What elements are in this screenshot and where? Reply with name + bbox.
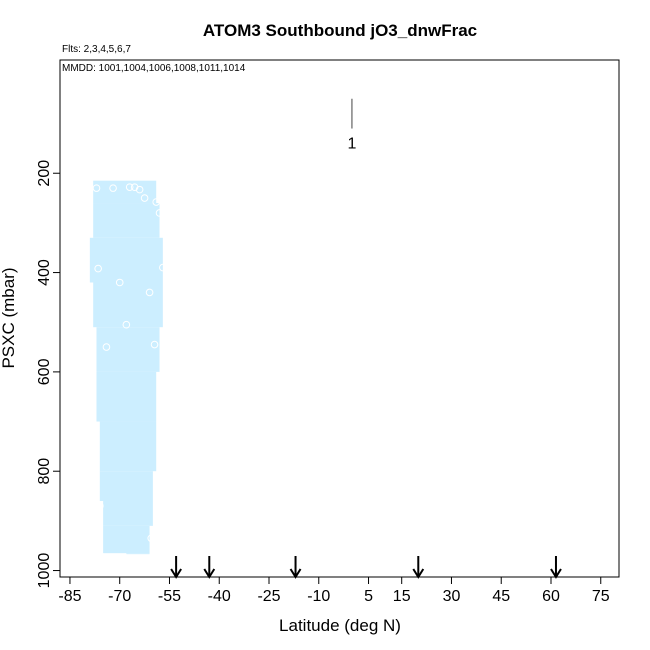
chart-title: ATOM3 Southbound jO3_dnwFrac xyxy=(203,21,477,40)
data-point xyxy=(150,340,159,349)
shaded-band xyxy=(103,525,150,554)
x-tick-label: 15 xyxy=(393,588,411,605)
x-axis-label: Latitude (deg N) xyxy=(279,616,401,635)
x-tick-label: 60 xyxy=(542,588,560,605)
arrow-head xyxy=(203,568,216,579)
arrow-head xyxy=(289,568,302,579)
y-tick-label: 800 xyxy=(36,458,53,485)
data-point xyxy=(122,320,131,329)
shaded-band xyxy=(96,327,160,372)
flight-marker-label: 1 xyxy=(347,136,356,153)
shaded-band xyxy=(89,237,163,283)
x-tick-label: 5 xyxy=(364,588,373,605)
shaded-band xyxy=(103,501,153,526)
y-tick-label: 200 xyxy=(36,160,53,187)
data-point xyxy=(155,209,164,217)
y-tick-label: 1000 xyxy=(36,553,53,589)
y-tick-label: 400 xyxy=(36,259,53,286)
dates-subtitle: MMDD: 1001,1004,1006,1008,1011,1014 xyxy=(62,63,246,74)
data-point xyxy=(102,343,111,351)
y-tick-label: 600 xyxy=(36,358,53,385)
x-tick-label: 45 xyxy=(492,588,510,605)
x-axis: -85 -70 -55 -40 -25 -10 5 15 30 45 60 75 xyxy=(58,577,610,605)
shaded-band xyxy=(126,553,150,555)
data-point xyxy=(94,264,102,273)
x-tick-label: -10 xyxy=(307,588,330,605)
x-tick-label: 75 xyxy=(592,588,610,605)
x-tick-label: 30 xyxy=(443,588,461,605)
data-point xyxy=(147,534,156,543)
x-tick-label: -25 xyxy=(257,588,280,605)
arrow-head xyxy=(550,568,562,579)
data-point xyxy=(140,194,149,202)
data-point xyxy=(109,184,117,192)
data-points xyxy=(92,183,167,543)
x-tick-label: -55 xyxy=(158,588,181,605)
data-point xyxy=(159,263,167,272)
flight-markers: 1 xyxy=(347,98,356,153)
x-tick-label: -85 xyxy=(58,588,81,605)
shaded-region xyxy=(89,180,163,555)
data-point xyxy=(152,198,161,206)
data-point xyxy=(135,185,144,194)
x-tick-label: -70 xyxy=(108,588,131,605)
data-point xyxy=(92,184,101,192)
arrow-head xyxy=(170,568,182,579)
y-axis: 200 400 600 800 1000 xyxy=(36,160,60,589)
data-point xyxy=(115,278,124,287)
shaded-band xyxy=(93,282,163,328)
shaded-band xyxy=(93,180,157,204)
shaded-band xyxy=(93,203,160,238)
data-point xyxy=(145,288,154,297)
shaded-band xyxy=(96,371,157,422)
plot-frame xyxy=(59,59,620,578)
latitude-arrows xyxy=(170,556,562,579)
y-axis-label: PSXC (mbar) xyxy=(0,267,18,368)
data-point xyxy=(125,183,134,191)
arrow-head xyxy=(412,568,425,579)
x-tick-label: -40 xyxy=(208,588,231,605)
flights-subtitle: Flts: 2,3,4,5,6,7 xyxy=(62,44,131,55)
data-point xyxy=(96,502,104,510)
shaded-band xyxy=(99,421,157,472)
shaded-band xyxy=(99,471,153,502)
